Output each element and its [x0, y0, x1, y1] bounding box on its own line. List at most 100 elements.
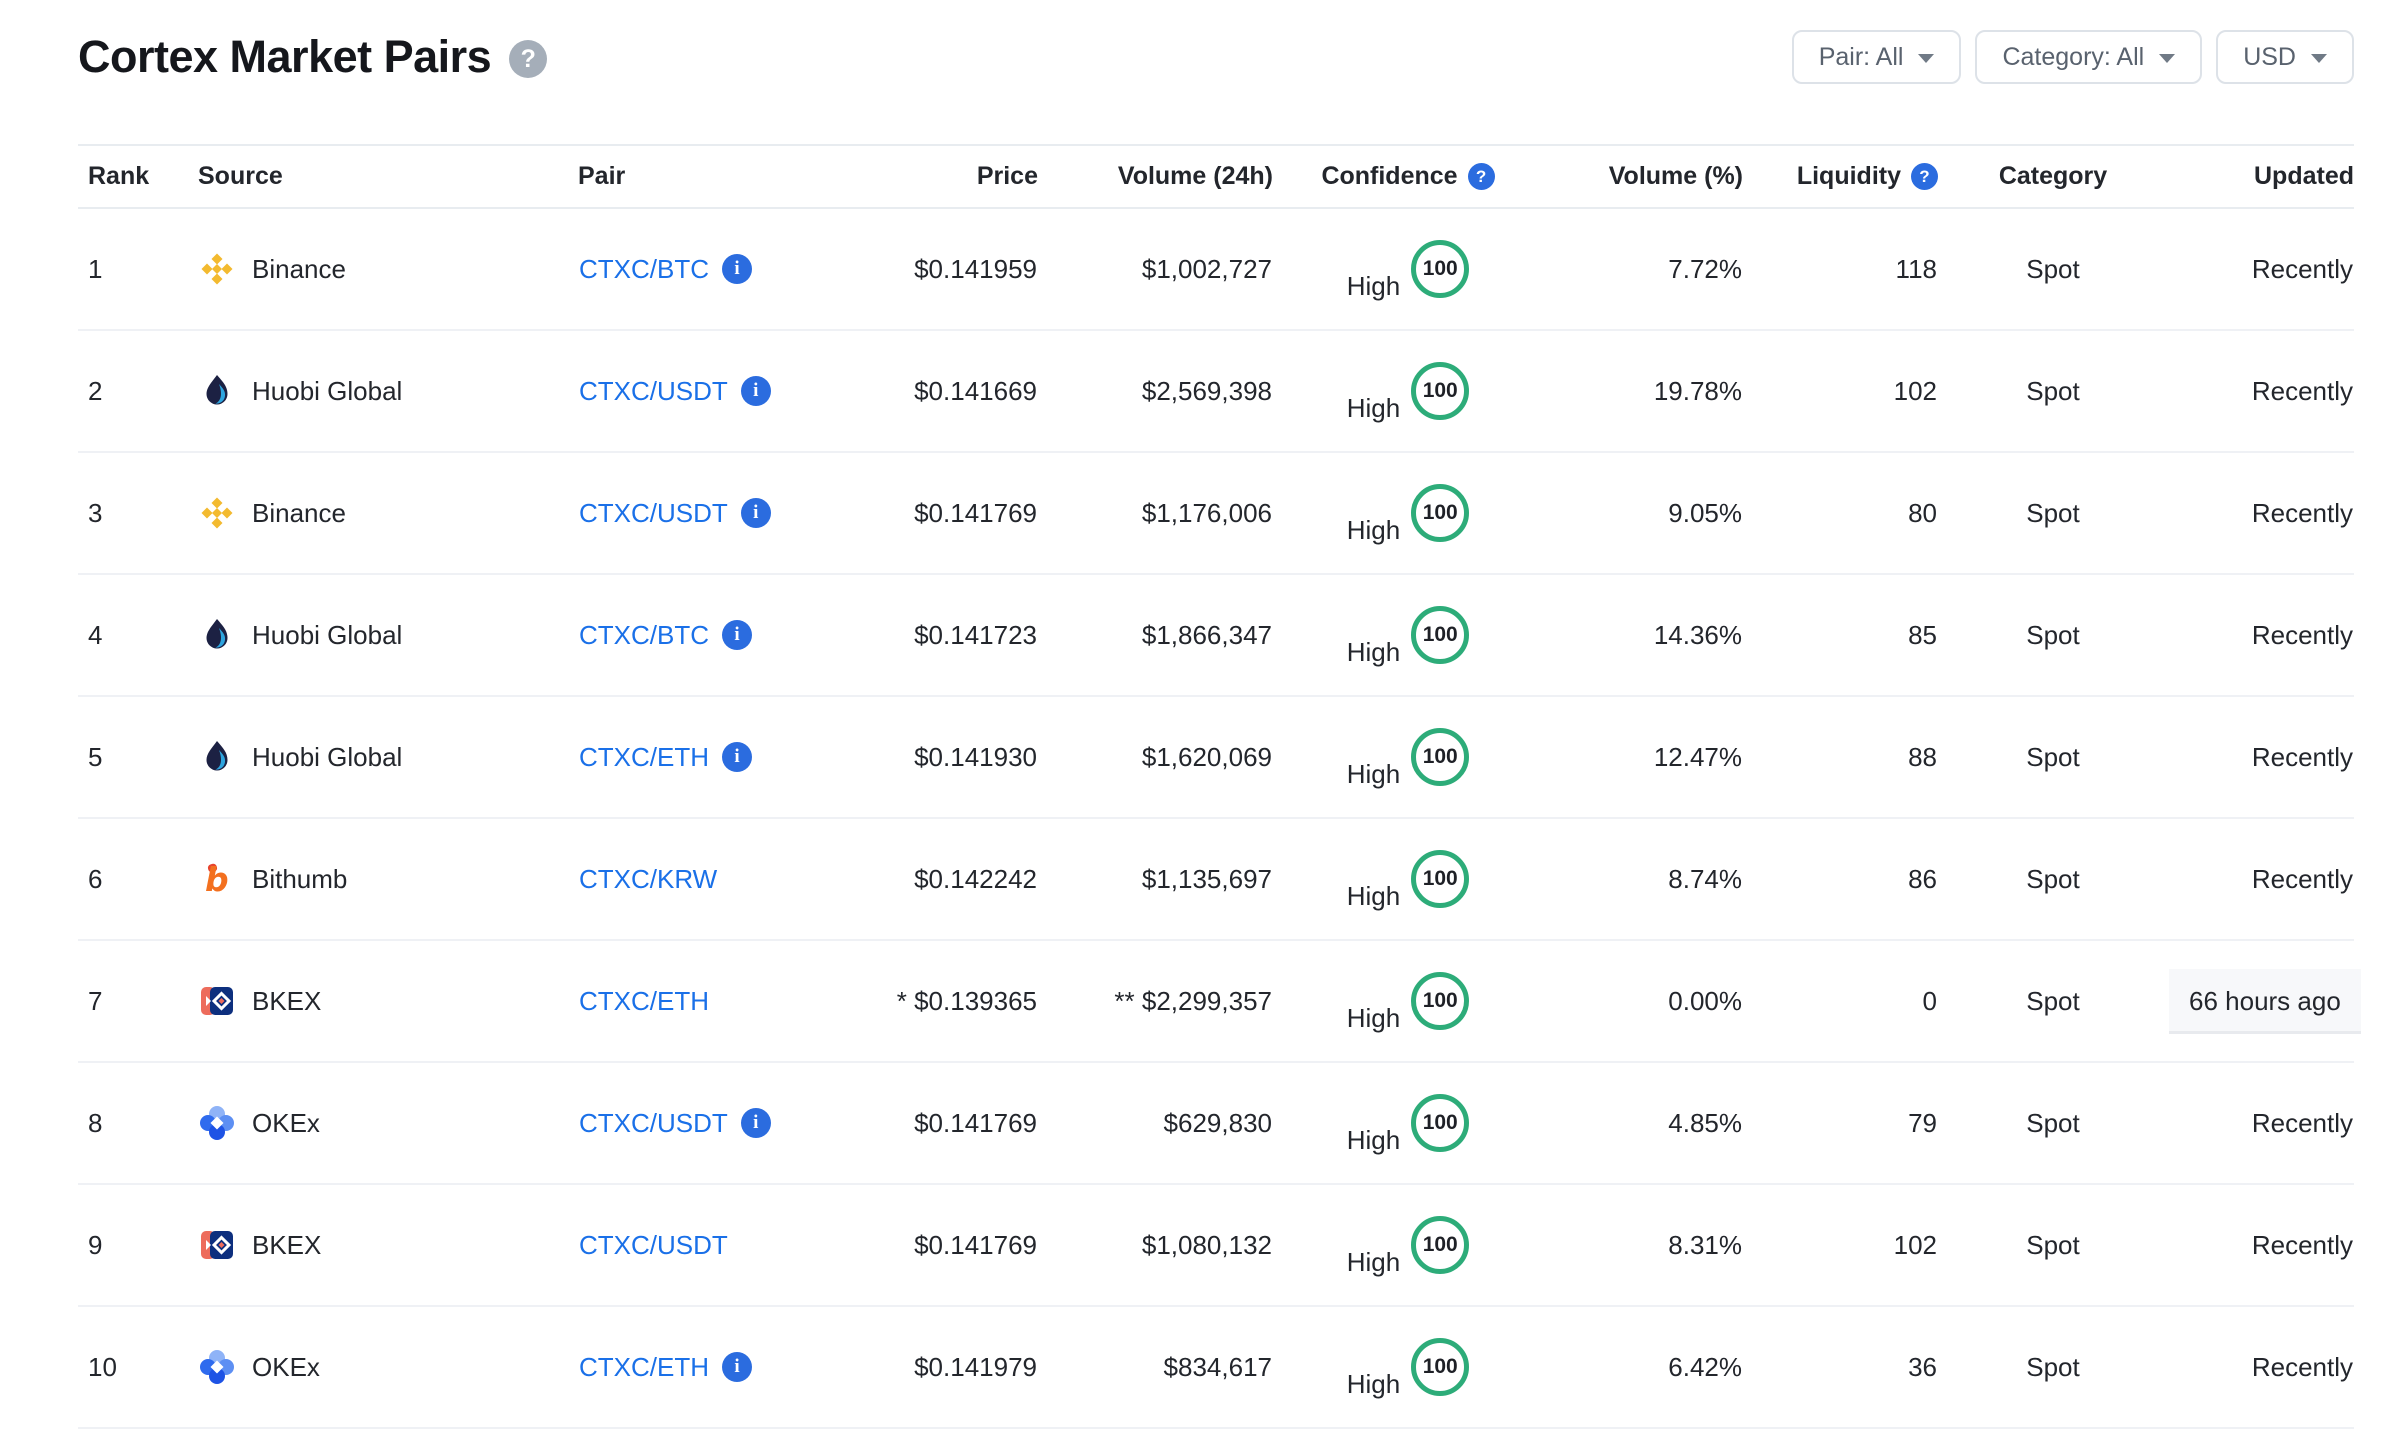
- table-row: 2 Huobi Global CTXC/USDT i $0.141669 $2,…: [78, 330, 2354, 453]
- category-cell: Spot: [1938, 696, 2168, 819]
- pair-link[interactable]: CTXC/BTC: [579, 253, 709, 284]
- updated-cell: Recently: [2168, 818, 2354, 941]
- pair-link[interactable]: CTXC/USDT: [579, 1107, 728, 1138]
- liquidity-help-icon[interactable]: ?: [1911, 163, 1938, 190]
- pair-link[interactable]: CTXC/USDT: [579, 375, 728, 406]
- liquidity-cell: 86: [1743, 818, 1938, 941]
- filters: Pair: All Category: All USD: [1791, 30, 2354, 84]
- confidence-help-icon[interactable]: ?: [1467, 163, 1495, 190]
- category-cell: Spot: [1938, 1184, 2168, 1307]
- column-header-price: Price: [878, 144, 1038, 209]
- volume-24h-cell: $1,620,069: [1038, 696, 1273, 819]
- table-row: 3 Binance CTXC/USDT i $0.141769 $1,176,0…: [78, 452, 2354, 575]
- binance-icon: [199, 495, 235, 531]
- volume-24h-cell: ** $2,299,357: [1038, 940, 1273, 1063]
- pair-link[interactable]: CTXC/ETH: [579, 1351, 709, 1382]
- pair-link[interactable]: CTXC/BTC: [579, 619, 709, 650]
- volume-24h-cell: $1,002,727: [1038, 208, 1273, 331]
- volume-pct-cell: 12.47%: [1543, 696, 1743, 819]
- rank-cell: 7: [78, 940, 198, 1063]
- pair-link[interactable]: CTXC/USDT: [579, 1229, 728, 1260]
- volume-24h-cell: $1,135,697: [1038, 818, 1273, 941]
- updated-cell: Recently: [2168, 452, 2354, 575]
- volume-pct-cell: 7.72%: [1543, 208, 1743, 331]
- info-icon[interactable]: i: [740, 376, 771, 406]
- updated-cell: Recently: [2168, 330, 2354, 453]
- info-icon[interactable]: i: [722, 254, 752, 284]
- category-filter-dropdown[interactable]: Category: All: [1975, 30, 2203, 84]
- table-row: 8 OKEx CTXC/USDT i $0.141769 $629,830 Hi…: [78, 1062, 2354, 1185]
- table-row: 6 b Bithumb CTXC/KRW i $0.142242 $1,135,…: [78, 818, 2354, 941]
- source-name: Huobi Global: [252, 741, 403, 772]
- column-header-source: Source: [198, 144, 578, 209]
- updated-value: Recently: [2251, 619, 2353, 650]
- volume-24h-cell: $1,176,006: [1038, 452, 1273, 575]
- pair-link[interactable]: CTXC/USDT: [579, 497, 728, 528]
- currency-filter-label: USD: [2243, 42, 2296, 71]
- info-icon[interactable]: i: [722, 1352, 752, 1382]
- column-header-rank: Rank: [78, 144, 198, 209]
- confidence-cell: High 100: [1273, 330, 1543, 453]
- updated-cell: 66 hours ago: [2168, 940, 2361, 1063]
- pair-filter-dropdown[interactable]: Pair: All: [1791, 30, 1962, 84]
- source-name: BKEX: [252, 985, 322, 1016]
- pair-cell: CTXC/BTC i: [578, 208, 878, 331]
- table-row: 4 Huobi Global CTXC/BTC i $0.141723 $1,8…: [78, 574, 2354, 697]
- volume-pct-cell: 6.42%: [1543, 1306, 1743, 1429]
- okex-icon: [199, 1349, 235, 1385]
- bkex-icon: [199, 1227, 235, 1263]
- liquidity-cell: 85: [1743, 574, 1938, 697]
- category-cell: Spot: [1938, 574, 2168, 697]
- table-row: 5 Huobi Global CTXC/ETH i $0.141930 $1,6…: [78, 696, 2354, 819]
- pair-filter-label: Pair: All: [1818, 42, 1904, 71]
- table-row: 1 Binance CTXC/BTC i $0.141959 $1,002,72…: [78, 208, 2354, 331]
- liquidity-header-label: Liquidity: [1796, 162, 1901, 190]
- category-cell: Spot: [1938, 1062, 2168, 1185]
- column-header-volume-pct: Volume (%): [1543, 144, 1743, 209]
- pair-cell: CTXC/KRW i: [578, 818, 878, 941]
- huobi-icon: [199, 617, 235, 653]
- rank-cell: 1: [78, 208, 198, 331]
- info-icon[interactable]: i: [740, 1108, 771, 1138]
- confidence-label: High: [1346, 758, 1401, 789]
- confidence-label: High: [1346, 270, 1401, 301]
- help-icon[interactable]: ?: [509, 40, 548, 78]
- info-icon[interactable]: i: [722, 742, 752, 772]
- page-title: Cortex Market Pairs: [78, 31, 492, 82]
- pair-link[interactable]: CTXC/ETH: [579, 985, 709, 1016]
- confidence-label: High: [1346, 392, 1401, 423]
- info-icon[interactable]: i: [722, 620, 752, 650]
- pair-cell: CTXC/USDT i: [578, 1062, 878, 1185]
- confidence-cell: High 100: [1273, 1184, 1543, 1307]
- liquidity-cell: 118: [1743, 208, 1938, 331]
- confidence-label: High: [1346, 880, 1401, 911]
- updated-cell: Recently: [2168, 1184, 2354, 1307]
- volume-pct-cell: 8.31%: [1543, 1184, 1743, 1307]
- pair-link[interactable]: CTXC/ETH: [579, 741, 709, 772]
- updated-cell: Recently: [2168, 1306, 2354, 1429]
- rank-cell: 4: [78, 574, 198, 697]
- column-header-pair: Pair: [578, 144, 878, 209]
- updated-value: Recently: [2251, 253, 2353, 284]
- pair-link[interactable]: CTXC/KRW: [579, 863, 718, 894]
- rank-cell: 3: [78, 452, 198, 575]
- volume-pct-cell: 9.05%: [1543, 452, 1743, 575]
- confidence-cell: High 100: [1273, 452, 1543, 575]
- currency-filter-dropdown[interactable]: USD: [2216, 30, 2354, 84]
- volume-24h-cell: $1,866,347: [1038, 574, 1273, 697]
- info-icon[interactable]: i: [740, 498, 771, 528]
- price-cell: $0.141769: [878, 1062, 1038, 1185]
- source-cell: Huobi Global: [198, 696, 578, 819]
- rank-cell: 10: [78, 1306, 198, 1429]
- source-name: OKEx: [252, 1351, 320, 1382]
- source-name: Binance: [252, 497, 346, 528]
- updated-cell: Recently: [2168, 574, 2354, 697]
- liquidity-cell: 88: [1743, 696, 1938, 819]
- confidence-cell: High 100: [1273, 208, 1543, 331]
- category-cell: Spot: [1938, 452, 2168, 575]
- price-cell: $0.141669: [878, 330, 1038, 453]
- updated-value: Recently: [2251, 497, 2353, 528]
- table-header-row: Rank Source Pair Price Volume (24h) Conf…: [78, 144, 2354, 209]
- updated-cell: Recently: [2168, 1062, 2354, 1185]
- rank-cell: 9: [78, 1184, 198, 1307]
